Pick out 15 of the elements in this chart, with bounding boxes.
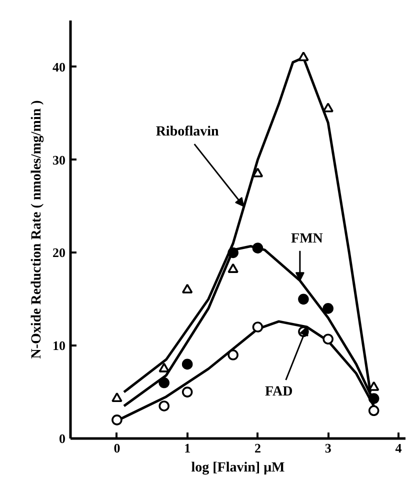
y-tick-label: 20 (52, 245, 66, 260)
x-tick-label: 4 (395, 440, 402, 456)
x-axis-title: log [Flavin] μM (191, 460, 285, 476)
x-tick-label: 0 (114, 440, 120, 456)
y-axis-title: N-Oxide Reduction Rate ( nmoles/mg/min ) (30, 100, 44, 359)
annotation: FAD (264, 384, 293, 400)
annotation: FMN (291, 231, 323, 246)
y-tick-label: 0 (59, 431, 66, 446)
y-tick-label: 40 (52, 59, 66, 74)
x-tick-label: 2 (254, 440, 261, 456)
x-tick-label: 1 (184, 440, 191, 456)
x-tick-label: 3 (324, 440, 332, 456)
y-tick-label: 30 (52, 152, 66, 168)
y-tick-label: 10 (52, 338, 66, 354)
annotation: Riboflavin (156, 124, 220, 140)
